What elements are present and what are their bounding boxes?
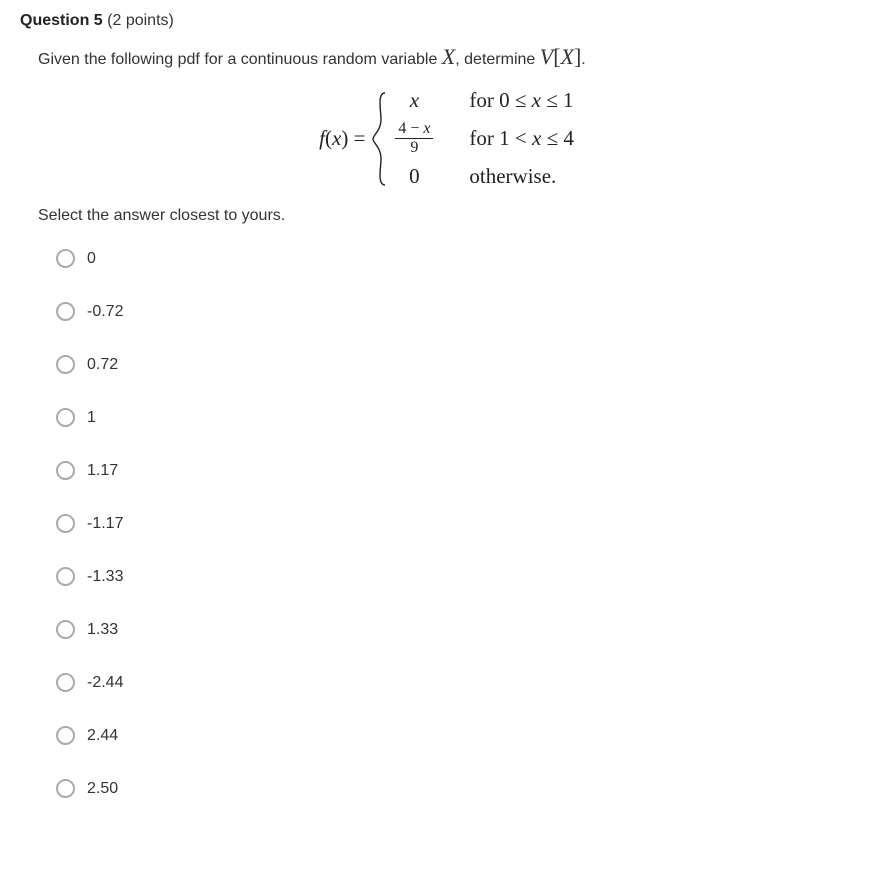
option-label: 2.44 (87, 727, 118, 745)
question-prompt: Given the following pdf for a continuous… (20, 44, 873, 70)
option-4[interactable]: 1.17 (56, 461, 873, 480)
select-instruction: Select the answer closest to yours. (20, 207, 873, 225)
prompt-pre: Given the following pdf for a continuous… (38, 51, 442, 68)
option-label: 0 (87, 250, 96, 268)
formula-block: f(x) = x for 0 ≤ x ≤ 1 4 − x 9 for 1 < x… (20, 88, 873, 189)
option-label: -0.72 (87, 303, 123, 321)
case2-value-frac: 4 − x 9 (395, 121, 433, 156)
option-3[interactable]: 1 (56, 408, 873, 427)
radio-icon[interactable] (56, 514, 75, 533)
prompt-end: . (581, 51, 585, 68)
question-number: Question 5 (20, 12, 103, 29)
options-group: 0 -0.72 0.72 1 1.17 -1.17 -1.33 1.33 -2.… (20, 249, 873, 798)
prompt-var-x1: X (442, 44, 455, 69)
option-label: -1.17 (87, 515, 123, 533)
formula-eq: = (348, 126, 365, 150)
formula-x: x (332, 126, 341, 150)
option-2[interactable]: 0.72 (56, 355, 873, 374)
option-label: -2.44 (87, 674, 123, 692)
radio-icon[interactable] (56, 461, 75, 480)
case2-cond: for 1 < x ≤ 4 (469, 126, 573, 151)
option-8[interactable]: -2.44 (56, 673, 873, 692)
option-9[interactable]: 2.44 (56, 726, 873, 745)
option-label: 1.33 (87, 621, 118, 639)
left-brace-icon (371, 91, 387, 187)
case2-num-x: x (423, 120, 430, 137)
case2-num-4: 4 (398, 120, 406, 137)
option-1[interactable]: -0.72 (56, 302, 873, 321)
option-6[interactable]: -1.33 (56, 567, 873, 586)
option-0[interactable]: 0 (56, 249, 873, 268)
radio-icon[interactable] (56, 567, 75, 586)
option-label: -1.33 (87, 568, 123, 586)
case3-cond: otherwise. (469, 164, 573, 189)
radio-icon[interactable] (56, 673, 75, 692)
case1-cond: for 0 ≤ x ≤ 1 (469, 88, 573, 113)
radio-icon[interactable] (56, 620, 75, 639)
option-5[interactable]: -1.17 (56, 514, 873, 533)
radio-icon[interactable] (56, 302, 75, 321)
option-label: 2.50 (87, 780, 118, 798)
radio-icon[interactable] (56, 408, 75, 427)
prompt-mid: , determine (455, 51, 539, 68)
radio-icon[interactable] (56, 726, 75, 745)
question-points: (2 points) (107, 12, 174, 29)
case3-value: 0 (409, 164, 420, 188)
formula-paren-open: ( (325, 126, 332, 150)
radio-icon[interactable] (56, 355, 75, 374)
prompt-var-x2: X (561, 44, 574, 69)
case2-den: 9 (407, 139, 421, 156)
case1-value: x (410, 88, 419, 112)
formula-cases: x for 0 ≤ x ≤ 1 4 − x 9 for 1 < x ≤ 4 0 … (393, 88, 573, 189)
radio-icon[interactable] (56, 779, 75, 798)
option-10[interactable]: 2.50 (56, 779, 873, 798)
prompt-lbracket: [ (553, 44, 560, 69)
option-label: 1.17 (87, 462, 118, 480)
radio-icon[interactable] (56, 249, 75, 268)
question-header: Question 5 (2 points) (20, 12, 873, 30)
prompt-op-v: V (540, 44, 553, 69)
option-label: 1 (87, 409, 96, 427)
option-label: 0.72 (87, 356, 118, 374)
option-7[interactable]: 1.33 (56, 620, 873, 639)
